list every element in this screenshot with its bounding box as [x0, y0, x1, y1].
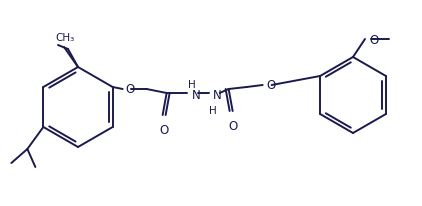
Text: H: H	[209, 105, 216, 115]
Text: N: N	[192, 89, 200, 102]
Text: H: H	[188, 80, 195, 90]
Text: O: O	[159, 123, 168, 136]
Text: N: N	[213, 89, 222, 102]
Text: O: O	[228, 119, 237, 132]
Text: CH₃: CH₃	[55, 33, 75, 43]
Text: O: O	[126, 83, 135, 96]
Text: O: O	[267, 79, 276, 92]
Text: O: O	[369, 33, 378, 46]
